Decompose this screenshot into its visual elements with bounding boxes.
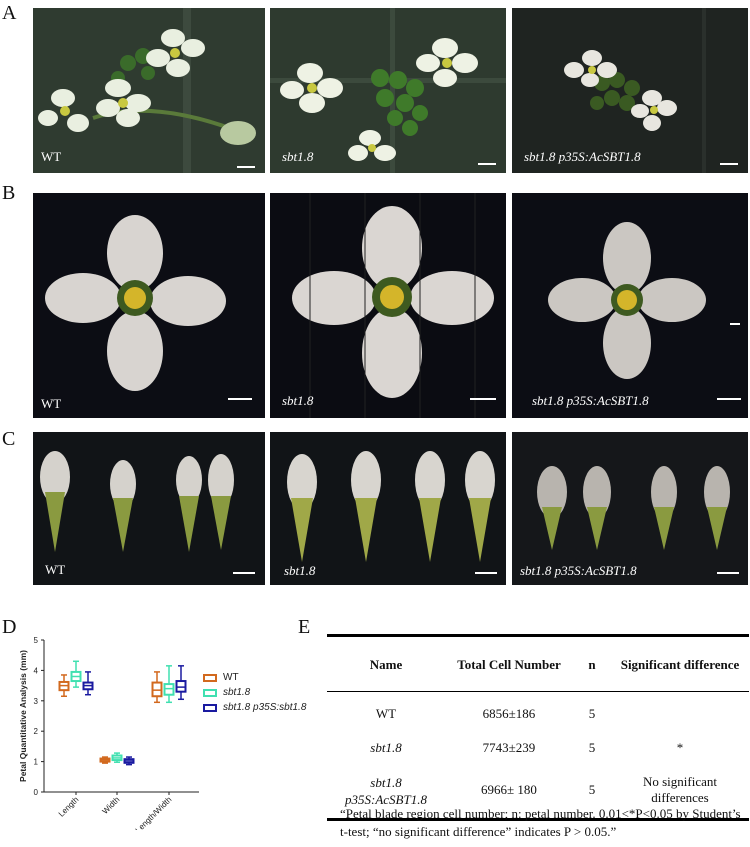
scale-bar [720, 163, 738, 165]
table-row: WT 6856±186 5 [327, 692, 749, 729]
panel-b-caption-complemented: sbt1.8 p35S:AcSBT1.8 [532, 393, 649, 408]
legend-item-wt: WT [203, 670, 306, 685]
petals-illustration [270, 432, 506, 585]
flower-illustration [33, 193, 265, 418]
panel-a-caption-wt: WT [41, 149, 62, 164]
panel-c-caption-wt: WT [45, 562, 66, 577]
cell-number-table: Name Total Cell Number n Significant dif… [327, 634, 749, 821]
panel-b-caption-sbt: sbt1.8 [282, 393, 314, 408]
inflorescence-illustration [270, 8, 506, 173]
y-tick-label: 2 [34, 727, 39, 736]
box [175, 680, 187, 693]
y-axis-label: Petal Quantitative Analysis (mm) [18, 650, 28, 782]
panel-a-caption-complemented: sbt1.8 p35S:AcSBT1.8 [524, 149, 641, 164]
scale-bar [237, 166, 255, 168]
petals-illustration [33, 432, 265, 585]
scale-bar [717, 572, 739, 574]
inflorescence-illustration [512, 8, 748, 173]
legend-item-sbt: sbt1.8 [203, 685, 306, 700]
scale-bar [478, 163, 496, 165]
flower-illustration [270, 193, 506, 418]
y-tick-label: 0 [34, 788, 39, 797]
table-cell-sig: No significant differences [642, 774, 717, 805]
panel-label-d: D [2, 616, 17, 638]
table-cell-total: 7743±239 [482, 740, 536, 755]
panel-label-b: B [2, 182, 16, 204]
panel-a-image-wt: WT [33, 8, 265, 173]
chart-legend: WT sbt1.8 sbt1.8 p35S:sbt1.8 [203, 670, 306, 715]
legend-swatch [203, 703, 217, 712]
panel-a-image-sbt: sbt1.8 [270, 8, 506, 173]
petals-illustration [512, 432, 748, 585]
scale-bar [730, 323, 740, 325]
table-header-row: Name Total Cell Number n Significant dif… [327, 635, 749, 692]
box [151, 681, 163, 698]
x-tick-label: Length [57, 795, 81, 819]
panel-label-e: E [298, 616, 311, 638]
petal-boxplot-chart: 0 1 2 3 4 5 Petal Quantitative Analysis (mm) Le… [18, 636, 199, 830]
table-header: n [588, 657, 596, 672]
table-cell-n: 5 [588, 706, 596, 721]
legend-item-complemented: sbt1.8 p35S:sbt1.8 [203, 700, 306, 715]
table-cell-name: sbt1.8 [370, 740, 402, 755]
table-header: Total Cell Number [457, 657, 561, 672]
panel-a-image-complemented: sbt1.8 p35S:AcSBT1.8 [512, 8, 748, 173]
y-tick-label: 3 [34, 697, 39, 706]
legend-label: sbt1.8 [223, 687, 251, 698]
legend-swatch [203, 688, 217, 697]
table-header: Significant difference [620, 657, 740, 672]
table-cell-total: 6966± 180 [481, 782, 537, 797]
panel-b-image-sbt: sbt1.8 [270, 193, 506, 418]
panel-a-caption-sbt: sbt1.8 [282, 149, 314, 164]
panel-b-image-wt: WT [33, 193, 265, 418]
table-cell-total: 6856±186 [482, 706, 536, 721]
x-tick-label: Width [101, 795, 122, 816]
table-cell-name: sbt1.8 p35S:AcSBT1.8 [345, 775, 427, 807]
y-tick-label: 5 [34, 636, 39, 645]
table-cell-sig: * [676, 740, 684, 755]
panel-label-a: A [2, 2, 17, 24]
panel-c-caption-sbt: sbt1.8 [284, 563, 316, 578]
box [163, 683, 175, 696]
y-tick-label: 4 [34, 666, 39, 675]
scale-bar [717, 398, 741, 400]
panel-c-caption-complemented: sbt1.8 p35S:AcSBT1.8 [520, 563, 637, 578]
panel-b-caption-wt: WT [41, 396, 62, 411]
legend-label: WT [223, 672, 239, 683]
scale-bar [233, 572, 255, 574]
table-cell-name: WT [375, 706, 397, 721]
table-header: Name [369, 657, 403, 672]
flower-illustration [512, 193, 748, 418]
table-cell-sig [611, 692, 749, 729]
panel-c-image-wt: WT [33, 432, 265, 585]
panel-c-image-sbt: sbt1.8 [270, 432, 506, 585]
table-row: sbt1.8 p35S:AcSBT1.8 6966± 180 5 No sign… [327, 762, 749, 820]
scale-bar [470, 398, 496, 400]
table-cell-n: 5 [588, 740, 596, 755]
table-cell-n: 5 [588, 782, 596, 797]
x-tick-label: Length/Width [134, 795, 174, 830]
panel-c-image-complemented: sbt1.8 p35S:AcSBT1.8 [512, 432, 748, 585]
scale-bar [475, 572, 497, 574]
legend-label: sbt1.8 p35S:sbt1.8 [223, 702, 307, 713]
y-tick-label: 1 [34, 758, 39, 767]
panel-label-c: C [2, 428, 16, 450]
table-row: sbt1.8 7743±239 5 * [327, 728, 749, 762]
inflorescence-illustration [33, 8, 265, 173]
table-footnote: “Petal blade region cell number; n: peta… [340, 806, 741, 839]
scale-bar [228, 398, 252, 400]
legend-swatch [203, 673, 217, 682]
panel-b-image-complemented: sbt1.8 p35S:AcSBT1.8 [512, 193, 748, 418]
